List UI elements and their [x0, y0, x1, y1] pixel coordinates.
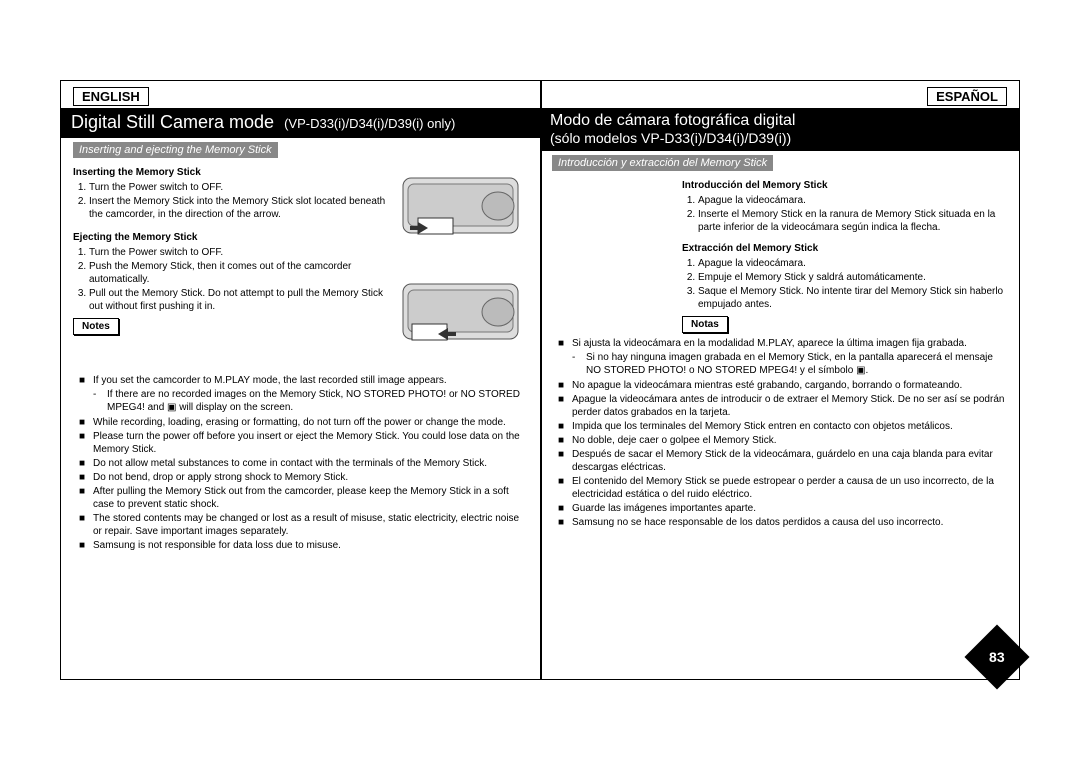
- note-text: Apague la videocámara antes de introduci…: [572, 393, 1007, 419]
- title-main-right: Modo de cámara fotográfica digital: [550, 112, 795, 130]
- list-item: Push the Memory Stick, then it comes out…: [89, 260, 390, 286]
- dash: -: [572, 351, 580, 377]
- title-bar-right: Modo de cámara fotográfica digital (sólo…: [540, 108, 1019, 151]
- eject-steps-right: Apague la videocámara. Empuje el Memory …: [698, 257, 1007, 311]
- page-number-badge: 83: [964, 624, 1029, 689]
- notes-label-left: Notes: [73, 318, 119, 335]
- page-number: 83: [989, 649, 1005, 665]
- notes-list-right: ■Si ajusta la videocámara en la modalida…: [558, 337, 1007, 529]
- note-text: Si no hay ninguna imagen grabada en el M…: [586, 351, 1007, 377]
- note-text: Samsung no se hace responsable de los da…: [572, 516, 1007, 529]
- note-text: No apague la videocámara mientras esté g…: [572, 379, 1007, 392]
- list-item: Apague la videocámara.: [698, 194, 1007, 207]
- language-badge-spanish: ESPAÑOL: [927, 87, 1007, 106]
- eject-steps-left: Turn the Power switch to OFF. Push the M…: [89, 246, 390, 313]
- section-header-right: Introducción y extracción del Memory Sti…: [552, 155, 773, 171]
- right-column: ESPAÑOL Modo de cámara fotográfica digit…: [540, 81, 1019, 679]
- notes-label-right: Notas: [682, 316, 728, 333]
- insert-heading-right: Introducción del Memory Stick: [682, 179, 1007, 192]
- title-sub-right: (sólo modelos VP-D33(i)/D34(i)/D39(i)): [550, 130, 791, 146]
- list-item: Turn the Power switch to OFF.: [89, 246, 390, 259]
- body-right: Introducción del Memory Stick Apague la …: [540, 179, 1019, 536]
- notes-list-left: ■If you set the camcorder to M.PLAY mode…: [79, 374, 528, 552]
- note-text: El contenido del Memory Stick se puede e…: [572, 475, 1007, 501]
- note-text: No doble, deje caer o golpee el Memory S…: [572, 434, 1007, 447]
- eject-heading-left: Ejecting the Memory Stick: [73, 231, 390, 244]
- note-text: Do not allow metal substances to come in…: [93, 457, 528, 470]
- note-text: Please turn the power off before you ins…: [93, 430, 528, 456]
- body-left: Inserting the Memory Stick Turn the Powe…: [61, 162, 540, 559]
- note-text: Do not bend, drop or apply strong shock …: [93, 471, 528, 484]
- insert-heading-left: Inserting the Memory Stick: [73, 166, 390, 179]
- camcorder-insert-icon: [398, 166, 528, 256]
- list-item: Insert the Memory Stick into the Memory …: [89, 195, 390, 221]
- note-text: Después de sacar el Memory Stick de la v…: [572, 448, 1007, 474]
- camcorder-eject-icon: [398, 272, 528, 362]
- language-badge-english: ENGLISH: [73, 87, 149, 106]
- note-text: Impida que los terminales del Memory Sti…: [572, 420, 1007, 433]
- note-text: After pulling the Memory Stick out from …: [93, 485, 528, 511]
- note-text: If you set the camcorder to M.PLAY mode,…: [93, 375, 447, 386]
- list-item: Empuje el Memory Stick y saldrá automáti…: [698, 271, 1007, 284]
- note-text: Samsung is not responsible for data loss…: [93, 539, 528, 552]
- insert-steps-right: Apague la videocámara. Inserte el Memory…: [698, 194, 1007, 234]
- list-item: Saque el Memory Stick. No intente tirar …: [698, 285, 1007, 311]
- left-column: ENGLISH Digital Still Camera mode (VP-D3…: [61, 81, 540, 679]
- illustration-column: [398, 162, 528, 374]
- list-item: Apague la videocámara.: [698, 257, 1007, 270]
- list-item: Inserte el Memory Stick en la ranura de …: [698, 208, 1007, 234]
- insert-steps-left: Turn the Power switch to OFF. Insert the…: [89, 181, 390, 221]
- title-bar-left: Digital Still Camera mode (VP-D33(i)/D34…: [61, 108, 540, 138]
- manual-page: ENGLISH Digital Still Camera mode (VP-D3…: [0, 0, 1080, 763]
- title-sub-left: (VP-D33(i)/D34(i)/D39(i) only): [284, 116, 455, 131]
- section-header-left: Inserting and ejecting the Memory Stick: [73, 142, 278, 158]
- note-text: If there are no recorded images on the M…: [107, 388, 528, 414]
- title-main-left: Digital Still Camera mode: [71, 112, 274, 133]
- page-frame: ENGLISH Digital Still Camera mode (VP-D3…: [60, 80, 1020, 680]
- note-text: Guarde las imágenes importantes aparte.: [572, 502, 1007, 515]
- list-item: Turn the Power switch to OFF.: [89, 181, 390, 194]
- note-text: While recording, loading, erasing or for…: [93, 416, 528, 429]
- dash: -: [93, 388, 101, 414]
- note-text: The stored contents may be changed or lo…: [93, 512, 528, 538]
- note-text: Si ajusta la videocámara en la modalidad…: [572, 338, 967, 349]
- list-item: Pull out the Memory Stick. Do not attemp…: [89, 287, 390, 313]
- eject-heading-right: Extracción del Memory Stick: [682, 242, 1007, 255]
